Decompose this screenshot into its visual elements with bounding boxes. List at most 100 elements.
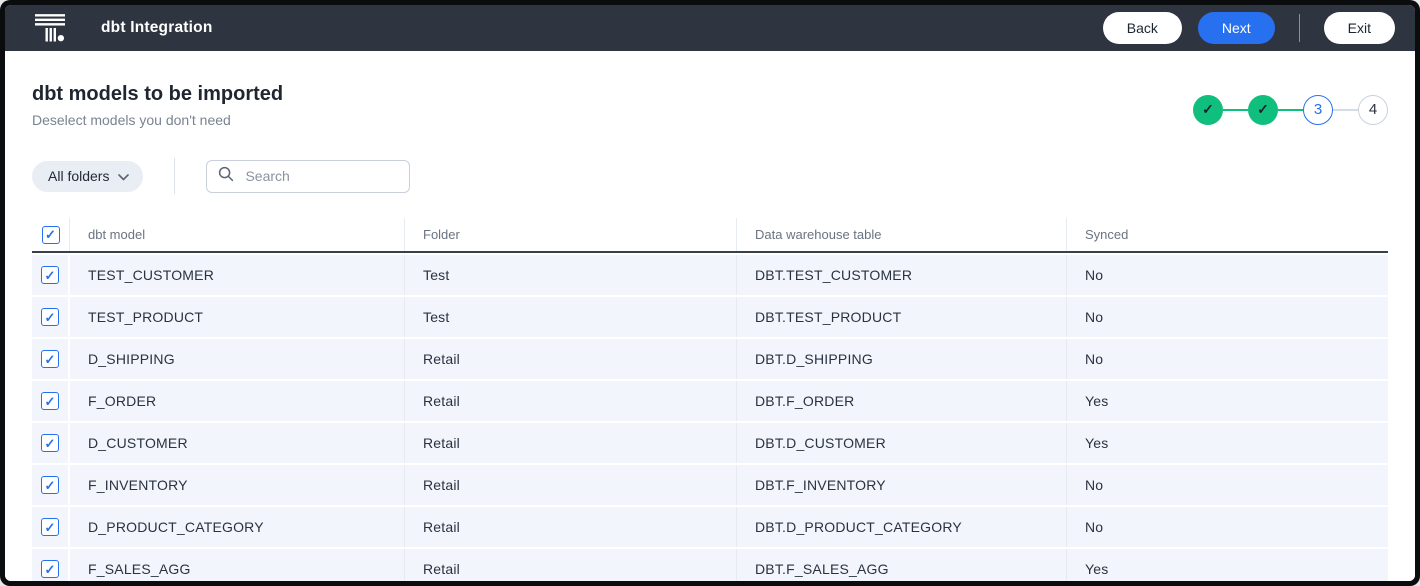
cell-warehouse-table: DBT.D_CUSTOMER [737, 423, 1067, 463]
table-header: ✓ dbt model Folder Data warehouse table … [32, 218, 1388, 253]
stepper-connector [1333, 108, 1358, 111]
cell-dbt-model: F_INVENTORY [70, 465, 405, 505]
cell-synced: Yes [1085, 561, 1109, 577]
cell-synced: No [1085, 309, 1104, 325]
cell-folder: Test [405, 297, 737, 337]
thoughtspot-logo-icon [35, 14, 65, 42]
table-row: ✓ D_PRODUCT_CATEGORY Retail DBT.D_PRODUC… [32, 507, 1388, 547]
row-checkbox[interactable]: ✓ [41, 434, 59, 452]
page-title-block: dbt models to be imported Deselect model… [32, 83, 283, 128]
search-icon [218, 166, 234, 187]
cell-synced: No [1085, 519, 1104, 535]
step-2-done: ✓ [1248, 94, 1278, 125]
table-body: ✓ TEST_CUSTOMER Test DBT.TEST_CUSTOMER N… [32, 255, 1388, 581]
cell-dbt-model: D_CUSTOMER [70, 423, 405, 463]
stepper-connector [1278, 108, 1303, 111]
cell-warehouse-table: DBT.TEST_PRODUCT [737, 297, 1067, 337]
row-checkbox-cell: ✓ [32, 465, 70, 505]
column-header-folder: Folder [405, 218, 737, 251]
filter-divider [174, 158, 176, 194]
row-checkbox-cell: ✓ [32, 381, 70, 421]
top-bar-divider [1298, 14, 1300, 42]
column-header-warehouse-table: Data warehouse table [737, 218, 1067, 251]
row-checkbox-cell: ✓ [32, 297, 70, 337]
cell-dbt-model: TEST_CUSTOMER [70, 255, 405, 295]
row-checkbox[interactable]: ✓ [41, 560, 59, 578]
column-header-synced: Synced [1085, 227, 1129, 242]
cell-synced: Yes [1085, 435, 1109, 451]
table-row: ✓ F_ORDER Retail DBT.F_ORDER Yes [32, 381, 1388, 421]
page-subtitle: Deselect models you don't need [32, 112, 231, 128]
page-title: dbt models to be imported [32, 83, 284, 105]
row-checkbox[interactable]: ✓ [41, 350, 59, 368]
row-checkbox[interactable]: ✓ [41, 392, 59, 410]
table-row: ✓ TEST_PRODUCT Test DBT.TEST_PRODUCT No [32, 297, 1388, 337]
stepper-connector [1223, 108, 1248, 111]
step-4-upcoming: 4 [1358, 94, 1388, 125]
cell-warehouse-table: DBT.D_PRODUCT_CATEGORY [737, 507, 1067, 547]
cell-synced: Yes [1085, 393, 1109, 409]
cell-synced: No [1085, 477, 1104, 493]
top-bar: dbt Integration Back Next Exit [5, 5, 1415, 51]
check-icon: ✓ [44, 267, 56, 283]
cell-warehouse-table: DBT.D_SHIPPING [737, 339, 1067, 379]
next-button[interactable]: Next [1197, 12, 1275, 44]
row-checkbox[interactable]: ✓ [41, 266, 59, 284]
check-icon: ✓ [1202, 101, 1214, 117]
check-icon: ✓ [44, 435, 56, 451]
search-input[interactable] [243, 167, 399, 185]
check-icon: ✓ [44, 351, 56, 367]
table-row: ✓ D_CUSTOMER Retail DBT.D_CUSTOMER Yes [32, 423, 1388, 463]
exit-button[interactable]: Exit [1323, 12, 1395, 44]
cell-folder: Retail [405, 549, 737, 581]
row-checkbox[interactable]: ✓ [41, 308, 59, 326]
cell-dbt-model: TEST_PRODUCT [70, 297, 405, 337]
cell-folder: Retail [405, 339, 737, 379]
page-head: dbt models to be imported Deselect model… [32, 83, 1388, 128]
select-all-checkbox[interactable]: ✓ [41, 225, 60, 244]
cell-dbt-model: F_ORDER [70, 381, 405, 421]
cell-dbt-model: F_SALES_AGG [70, 549, 405, 581]
check-icon: ✓ [44, 561, 56, 577]
row-checkbox-cell: ✓ [32, 339, 70, 379]
check-icon: ✓ [44, 477, 56, 493]
top-bar-actions: Back Next Exit [1102, 12, 1395, 44]
row-checkbox[interactable]: ✓ [41, 518, 59, 536]
app-title: dbt Integration [101, 19, 213, 36]
main-content: dbt models to be imported Deselect model… [5, 51, 1415, 581]
row-checkbox-cell: ✓ [32, 255, 70, 295]
cell-warehouse-table: DBT.TEST_CUSTOMER [737, 255, 1067, 295]
wizard-stepper: ✓ ✓ 3 4 [1193, 91, 1388, 128]
folder-filter-label: All folders [48, 168, 110, 184]
app-window: dbt Integration Back Next Exit dbt model… [5, 5, 1415, 581]
chevron-down-icon [118, 168, 130, 184]
column-header-dbt-model: dbt model [70, 218, 405, 251]
table-row: ✓ F_INVENTORY Retail DBT.F_INVENTORY No [32, 465, 1388, 505]
cell-folder: Retail [405, 381, 737, 421]
cell-dbt-model: D_SHIPPING [70, 339, 405, 379]
row-checkbox-cell: ✓ [32, 507, 70, 547]
models-table: ✓ dbt model Folder Data warehouse table … [32, 218, 1388, 581]
cell-warehouse-table: DBT.F_SALES_AGG [737, 549, 1067, 581]
row-checkbox-cell: ✓ [32, 549, 70, 581]
cell-warehouse-table: DBT.F_ORDER [737, 381, 1067, 421]
table-row: ✓ F_SALES_AGG Retail DBT.F_SALES_AGG Yes [32, 549, 1388, 581]
cell-folder: Test [405, 255, 737, 295]
cell-dbt-model: D_PRODUCT_CATEGORY [70, 507, 405, 547]
cell-synced: No [1085, 351, 1104, 367]
check-icon: ✓ [45, 227, 56, 242]
select-all-cell: ✓ [32, 218, 70, 251]
search-box[interactable] [206, 159, 411, 193]
folder-filter-dropdown[interactable]: All folders [32, 160, 144, 192]
table-row: ✓ TEST_CUSTOMER Test DBT.TEST_CUSTOMER N… [32, 255, 1388, 295]
row-checkbox[interactable]: ✓ [41, 476, 59, 494]
cell-folder: Retail [405, 465, 737, 505]
back-button[interactable]: Back [1102, 12, 1182, 44]
step-3-active: 3 [1303, 94, 1333, 125]
row-checkbox-cell: ✓ [32, 423, 70, 463]
cell-folder: Retail [405, 423, 737, 463]
check-icon: ✓ [44, 519, 56, 535]
step-1-done: ✓ [1193, 94, 1223, 125]
cell-synced: No [1085, 267, 1104, 283]
